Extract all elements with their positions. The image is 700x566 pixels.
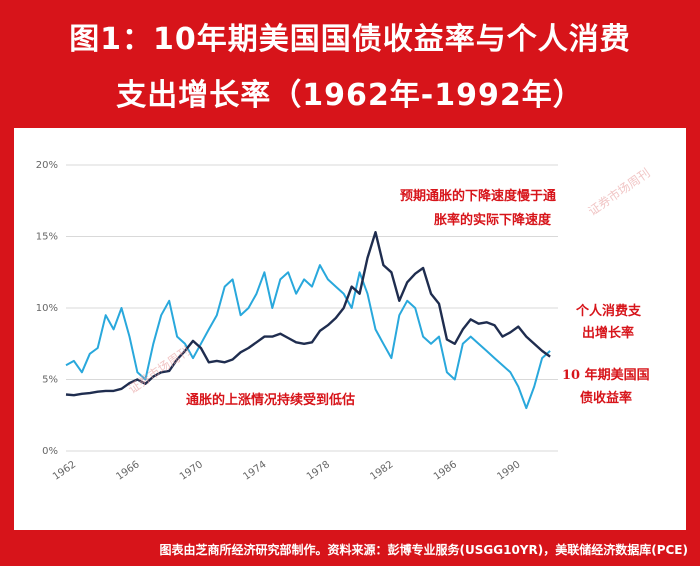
- page-title-line-1: 图1：10年期美国国债收益率与个人消费: [69, 22, 631, 57]
- watermark-top: 证券市场周刊: [585, 165, 653, 219]
- label-treasury-line-1: 10 年期美国国: [562, 367, 650, 383]
- annotation-expectation-line-2: 胀率的实际下降速度: [434, 212, 552, 228]
- x-tick-label: 1986: [432, 459, 459, 483]
- series-line-pce-growth: [65, 264, 551, 410]
- x-tick-label: 1970: [178, 459, 205, 483]
- source-note: 图表由芝商所经济研究部制作。资料来源：彭博专业服务(USGG10YR)，美联储经…: [159, 543, 688, 557]
- y-tick-label: 10%: [36, 303, 58, 314]
- label-pce-line-2: 出增长率: [582, 325, 634, 341]
- y-tick-label: 0%: [42, 446, 58, 457]
- y-tick-label: 15%: [36, 232, 58, 243]
- x-tick-label: 1982: [368, 459, 395, 483]
- x-tick-label: 1962: [51, 459, 78, 483]
- label-treasury-line-2: 债收益率: [580, 390, 632, 406]
- series-line-10y-treasury-yield: [65, 231, 551, 397]
- chart-panel: 0% 5% 10% 15% 20% 1962 1966 1970 1974 1978 1982 198…: [14, 128, 686, 530]
- y-tick-label: 5%: [42, 375, 58, 386]
- x-tick-label: 1990: [495, 459, 522, 483]
- x-tick-label: 1978: [305, 459, 332, 483]
- annotation-expectation-line-1: 预期通胀的下降速度慢于通: [400, 188, 556, 204]
- annotation-underestimated: 通胀的上涨情况持续受到低估: [186, 392, 355, 408]
- y-tick-label: 20%: [36, 160, 58, 171]
- label-pce-line-1: 个人消费支: [575, 303, 642, 319]
- page-title-line-2: 支出增长率（1962年-1992年）: [116, 78, 584, 113]
- source-footer: 图表由芝商所经济研究部制作。资料来源：彭博专业服务(USGG10YR)，美联储经…: [0, 532, 700, 566]
- watermark-left: 证券市场周刊: [125, 343, 193, 397]
- x-tick-label: 1974: [241, 459, 268, 483]
- x-tick-label: 1966: [114, 459, 141, 483]
- title-banner: 图1：10年期美国国债收益率与个人消费 支出增长率（1962年-1992年）: [0, 0, 700, 124]
- line-chart: 0% 5% 10% 15% 20% 1962 1966 1970 1974 1978 1982 198…: [36, 160, 653, 483]
